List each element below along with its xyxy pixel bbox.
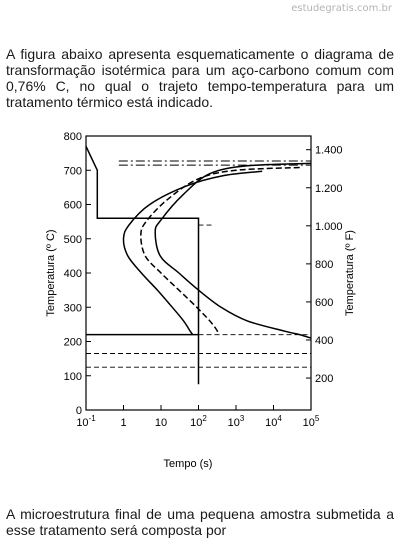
y-tick-label-0: 0 (76, 405, 82, 417)
y2-tick-label-5: 1.200 (315, 183, 343, 195)
question-intro: A figura abaixo apresenta esquematicamen… (6, 46, 394, 110)
x-tick-label-2: 10 (155, 417, 167, 429)
y-tick-label-3: 300 (64, 302, 82, 314)
y-tick-label-4: 400 (64, 268, 82, 280)
x-tick-exponent-6: 5 (315, 414, 320, 423)
y2-tick-label-0: 200 (315, 373, 333, 385)
y-axis-title: Temperatura (º C) (45, 229, 57, 316)
x-tick-exponent-3: 2 (202, 414, 207, 423)
transformation-curve-0 (122, 170, 263, 336)
y2-tick-label-4: 1.000 (315, 221, 343, 233)
transformation-curve-2 (154, 162, 312, 339)
x-tick-exponent-0: -1 (89, 414, 97, 423)
x-tick-label-1: 1 (120, 417, 126, 429)
heat-treatment-path (85, 145, 200, 385)
y2-tick-label-6: 1.400 (315, 145, 343, 157)
ttt-diagram: 10-1 1 10 102 103 104 105 01002003004005006007… (45, 131, 356, 470)
y-tick-label-2: 200 (64, 337, 82, 349)
y2-tick-label-3: 800 (315, 259, 333, 271)
x-tick-label-3: 102 (190, 414, 207, 429)
question-outro: A microestrutura final de uma pequena am… (6, 506, 394, 538)
y-tick-label-5: 500 (64, 234, 82, 246)
watermark: estudegratis.com.br (291, 3, 392, 14)
x-tick-label-6: 105 (303, 414, 320, 429)
y-tick-label-8: 800 (64, 131, 82, 143)
x-tick-label-4: 103 (228, 414, 245, 429)
y-tick-label-1: 100 (64, 371, 82, 383)
y-tick-label-7: 700 (64, 165, 82, 177)
x-tick-label-5: 104 (265, 414, 282, 429)
y-tick-label-6: 600 (64, 200, 82, 212)
x-tick-exponent-5: 4 (277, 414, 282, 423)
y2-tick-label-1: 400 (315, 335, 333, 347)
transformation-curve-1 (140, 166, 300, 335)
y2-axis-title: Temperatura (º F) (344, 230, 356, 316)
x-axis-title: Tempo (s) (164, 458, 213, 470)
x-tick-exponent-4: 3 (240, 414, 245, 423)
y2-tick-label-2: 600 (315, 297, 333, 309)
